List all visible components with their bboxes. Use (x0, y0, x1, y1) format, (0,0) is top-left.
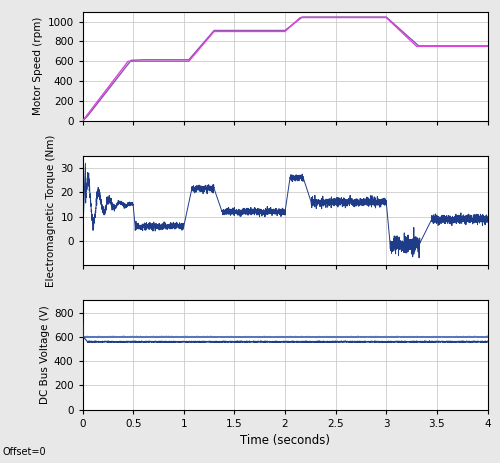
Text: Offset=0: Offset=0 (2, 447, 46, 457)
X-axis label: Time (seconds): Time (seconds) (240, 434, 330, 447)
Y-axis label: Motor Speed (rpm): Motor Speed (rpm) (33, 17, 43, 115)
Y-axis label: DC Bus Voltage (V): DC Bus Voltage (V) (40, 306, 50, 405)
Y-axis label: Electromagnetic Torque (Nm): Electromagnetic Torque (Nm) (46, 134, 56, 287)
